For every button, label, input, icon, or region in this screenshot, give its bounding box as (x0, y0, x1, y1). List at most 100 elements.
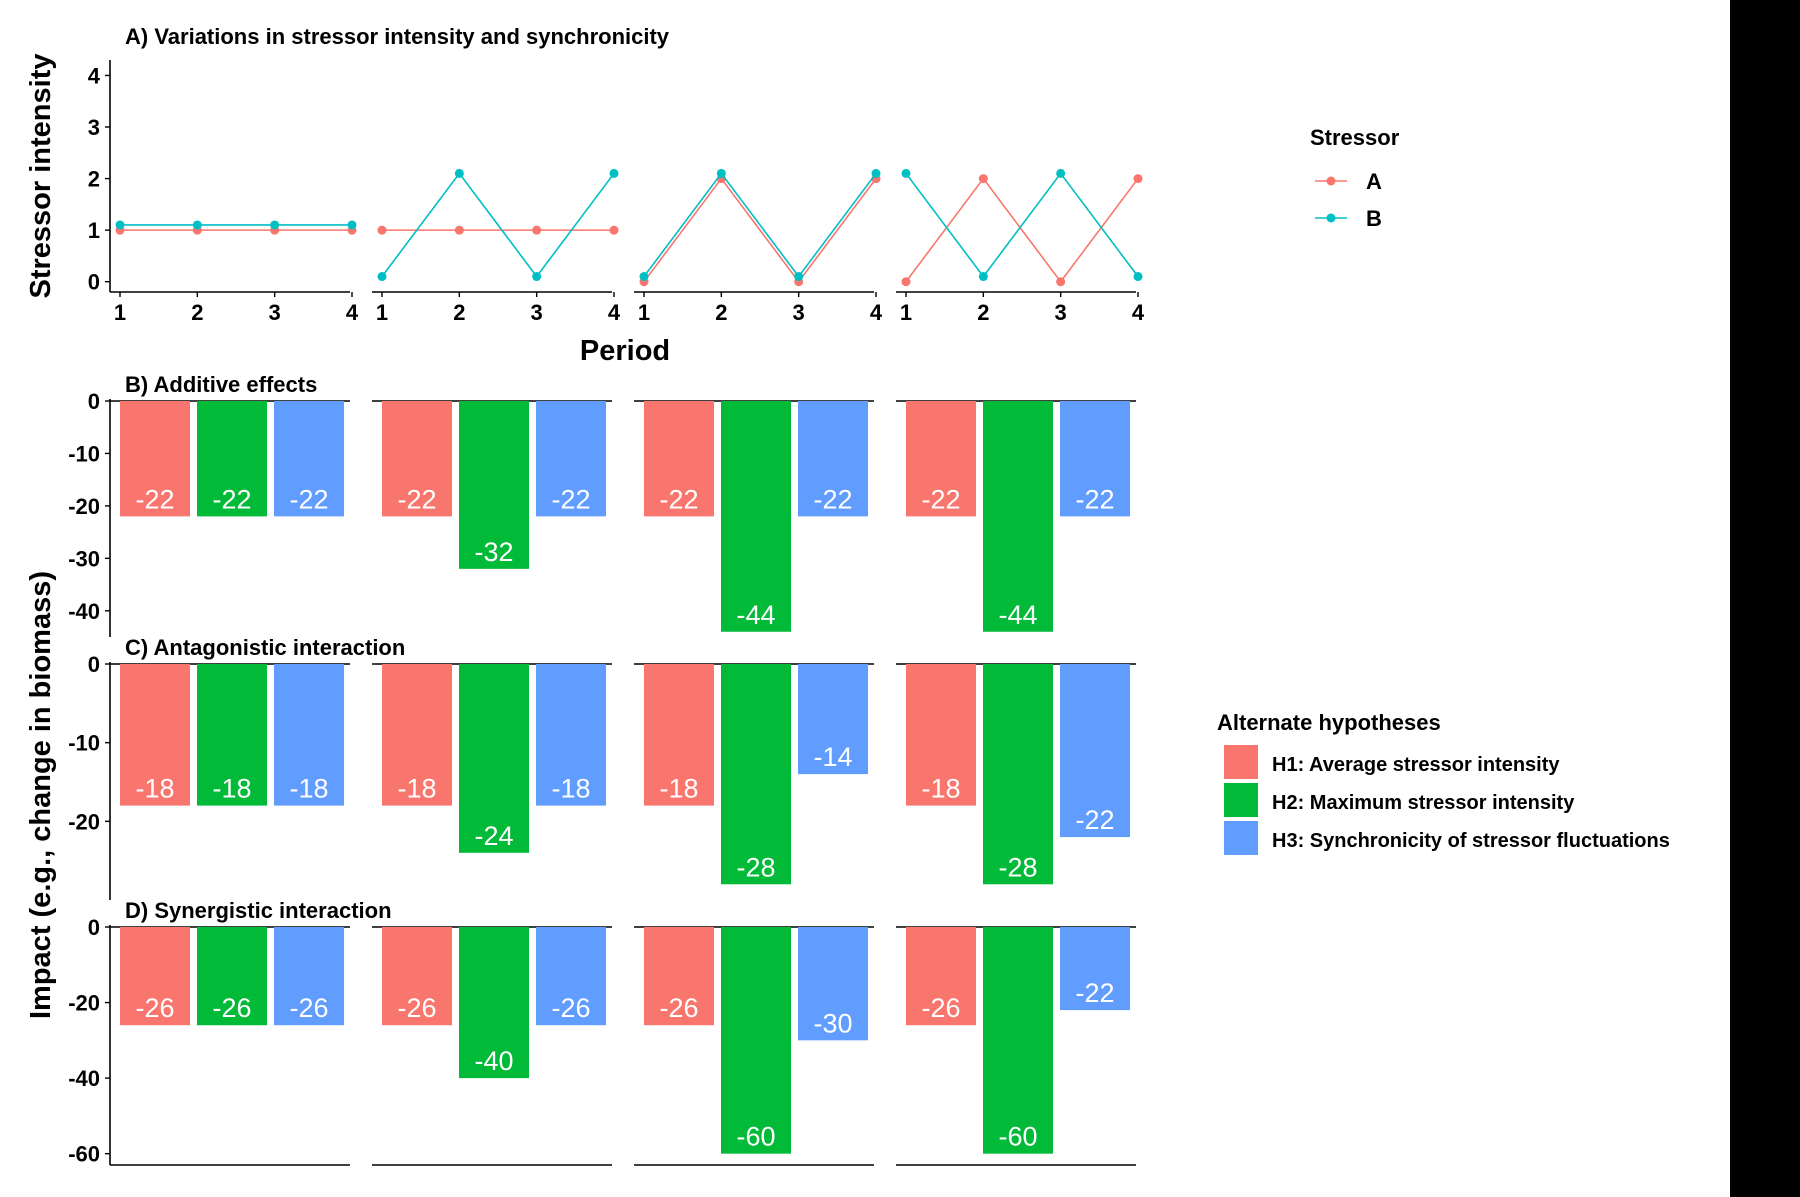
line-panel-x-tick-label: 2 (191, 300, 203, 325)
series-b-point (716, 168, 726, 178)
panel-c-bar-label: -18 (212, 774, 251, 804)
legend-h3-swatch (1224, 821, 1258, 855)
legend-h1-swatch (1224, 745, 1258, 779)
panel-d-bar-h1 (382, 927, 452, 1026)
panel-b-bar-h1 (120, 401, 190, 517)
panel-b-bar-label: -22 (813, 484, 852, 514)
legend-stressor-item-a: A (1315, 169, 1382, 194)
panel-b-bar-label: -22 (212, 484, 251, 514)
legend-stressor-item-b: B (1315, 206, 1382, 231)
series-a-point (532, 225, 542, 235)
panel-b-y-tick-label: 0 (88, 389, 100, 414)
panel-b-bar-label: -22 (397, 484, 436, 514)
line-panel-x-tick-label: 1 (900, 300, 912, 325)
panel-d-bar-h3 (1060, 927, 1130, 1011)
panel-c-bar-label: -28 (998, 852, 1037, 882)
panel-c-bar-h1 (644, 664, 714, 806)
series-a-point (1133, 174, 1143, 184)
panel-c-bar-label: -14 (813, 742, 852, 772)
panel-b-bar-h1 (644, 401, 714, 517)
panel-b-y-tick-label: -30 (68, 546, 100, 571)
legend-hypotheses-title: Alternate hypotheses (1217, 710, 1441, 735)
legend-hypothesis-h2: H2: Maximum stressor intensity (1224, 783, 1575, 817)
panel-b-bar-label: -22 (551, 484, 590, 514)
panel-c-bar-h1 (382, 664, 452, 806)
series-b-point (1056, 168, 1066, 178)
panel-b-bar-h2 (197, 401, 267, 517)
panel-b-bar-label: -22 (921, 484, 960, 514)
panel-b-bar-label: -44 (998, 600, 1037, 630)
series-a-point (1056, 277, 1066, 287)
panel-d-bar-label: -26 (397, 993, 436, 1023)
series-b-point (270, 220, 280, 230)
series-b-point (347, 220, 357, 230)
panel-c-bar-label: -18 (397, 774, 436, 804)
legend-h3-label: H3: Synchronicity of stressor fluctuatio… (1272, 830, 1670, 852)
panel-d-bar-label: -26 (135, 993, 174, 1023)
line-panel-y-tick-label: 1 (88, 218, 100, 243)
panel-b-bar-label: -22 (289, 484, 328, 514)
panel-d-y-tick-label: -60 (68, 1142, 100, 1167)
panel-c-bar-label: -22 (1075, 805, 1114, 835)
panel-c-bar-label: -18 (659, 774, 698, 804)
panel-d-bar-h3 (798, 927, 868, 1041)
panel-b-bar-h1 (382, 401, 452, 517)
series-b-point (794, 272, 804, 282)
series-b-point (115, 220, 125, 230)
figure: A) Variations in stressor intensity and … (25, 24, 1670, 1167)
series-b-point (192, 220, 202, 230)
panel-b-bar-label: -22 (659, 484, 698, 514)
panel-d-bar-label: -26 (659, 993, 698, 1023)
panel-b-bar-h1 (906, 401, 976, 517)
series-b-line (381, 172, 615, 278)
panel-d-title: D) Synergistic interaction (125, 898, 392, 923)
line-panel-x-tick-label: 2 (715, 300, 727, 325)
panel-c-bar-h2 (983, 664, 1053, 885)
panel-b-bar-h2 (459, 401, 529, 569)
panel-b-bar-h3 (798, 401, 868, 517)
panel-d-bar-h1 (644, 927, 714, 1026)
line-panel-x-tick-label: 1 (638, 300, 650, 325)
panel-c-y-tick-label: -20 (68, 809, 100, 834)
panel-d-bar-h2 (721, 927, 791, 1154)
panel-d-bar-label: -60 (736, 1122, 775, 1152)
panel-b-bar-h3 (536, 401, 606, 517)
panel-b-bar-h2 (721, 401, 791, 632)
line-panel-x-tick-label: 2 (453, 300, 465, 325)
panel-c-bar-h3 (274, 664, 344, 806)
panel-d-y-tick-label: 0 (88, 915, 100, 940)
panel-b-bar-h2 (983, 401, 1053, 632)
line-panel-x-tick-label: 1 (114, 300, 126, 325)
series-b-line (905, 172, 1139, 278)
panel-d-bar-h3 (536, 927, 606, 1026)
legend-h1-label: H1: Average stressor intensity (1272, 754, 1560, 776)
line-panel-y-tick-label: 0 (88, 270, 100, 295)
panel-c-bar-label: -28 (736, 852, 775, 882)
bar-panels: 0 -10 -20 -30 -40 -22 -22 -22 -22 -32 -22 -22 -44 -22… (68, 389, 1136, 1167)
panel-b-bar-h3 (274, 401, 344, 517)
panel-b-bar-label: -44 (736, 600, 775, 630)
line-panel-x-tick-label: 3 (531, 300, 543, 325)
series-a-line (905, 177, 1139, 284)
panel-d-bar-label: -30 (813, 1008, 852, 1038)
series-b-line (643, 172, 877, 278)
panel-c-bar-h3 (1060, 664, 1130, 838)
panel-d-bar-label: -40 (474, 1046, 513, 1076)
panel-c-bar-label: -24 (474, 821, 513, 851)
line-panel-x-tick-label: 4 (346, 300, 359, 325)
panel-d-bar-h1 (120, 927, 190, 1026)
legend-stressor-a-marker (1326, 176, 1336, 186)
panel-c-y-tick-label: -10 (68, 731, 100, 756)
legend-stressor-b-marker (1326, 213, 1336, 223)
line-panel-y-tick-label: 4 (88, 63, 101, 88)
line-panel-x-tick-label: 4 (870, 300, 883, 325)
line-panel-x-tick-label: 3 (269, 300, 281, 325)
panel-d-bar-label: -26 (289, 993, 328, 1023)
panel-b-y-tick-label: -20 (68, 494, 100, 519)
series-b-point (871, 168, 881, 178)
y-axis-title-impact: Impact (e.g., change in biomass) (25, 571, 57, 1019)
legend-h2-swatch (1224, 783, 1258, 817)
panel-d-bar-label: -22 (1075, 978, 1114, 1008)
series-a-point (454, 225, 464, 235)
